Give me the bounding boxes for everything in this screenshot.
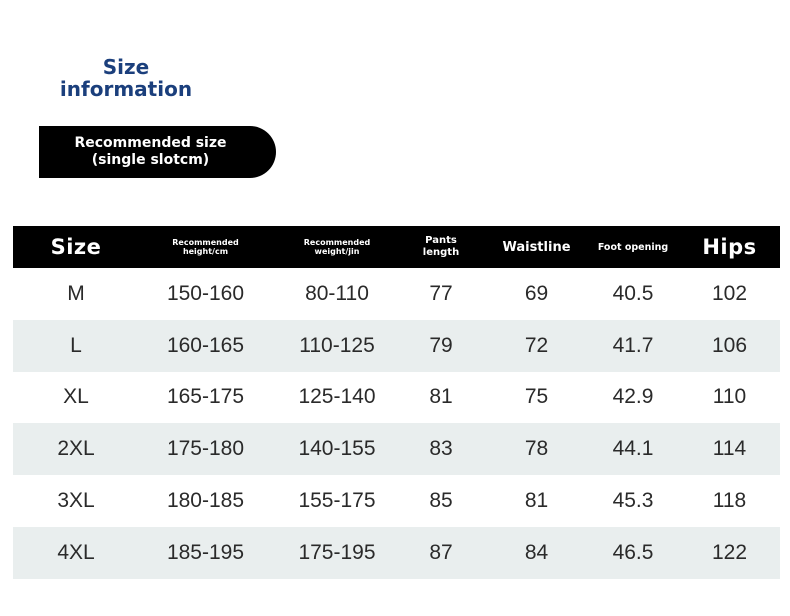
header-pants-line-2: length bbox=[422, 247, 460, 258]
cell-size: 3XL bbox=[57, 489, 95, 513]
page-title: Size information bbox=[50, 56, 202, 100]
recommended-size-banner: Recommended size (single slotcm) bbox=[39, 126, 276, 178]
cell-weight: 175-195 bbox=[298, 540, 376, 564]
header-height: Recommended height/cm bbox=[139, 238, 272, 256]
header-size-label: Size bbox=[50, 235, 102, 259]
cell-height: 160-165 bbox=[166, 333, 245, 357]
cell-waistline: 81 bbox=[524, 489, 549, 513]
cell-weight: 110-125 bbox=[299, 333, 375, 357]
cell-pants-length: 79 bbox=[429, 333, 453, 357]
header-pants-line-1: Pants bbox=[425, 235, 457, 246]
cell-height: 165-175 bbox=[166, 385, 245, 409]
cell-size: L bbox=[70, 333, 82, 357]
header-weight-line-2: weight/jin bbox=[314, 247, 360, 256]
cell-foot-opening: 40.5 bbox=[612, 281, 654, 305]
cell-foot-opening: 44.1 bbox=[612, 437, 654, 461]
table-row: L 160-165 110-125 79 72 41.7 106 bbox=[13, 319, 780, 372]
cell-weight: 80-110 bbox=[305, 281, 369, 305]
header-hips: Hips bbox=[673, 235, 786, 259]
table-row: XL 165-175 125-140 81 75 42.9 110 bbox=[13, 372, 780, 424]
table-row: M 150-160 80-110 77 69 40.5 102 bbox=[13, 268, 780, 320]
cell-size: 4XL bbox=[57, 540, 95, 564]
header-height-line-2: height/cm bbox=[182, 247, 229, 256]
cell-pants-length: 83 bbox=[429, 437, 453, 461]
cell-foot-opening: 41.7 bbox=[612, 333, 654, 357]
header-weight-line-1: Recommended bbox=[303, 238, 371, 247]
title-line-2: information bbox=[59, 77, 193, 101]
table-row: 3XL 180-185 155-175 85 81 45.3 118 bbox=[13, 475, 780, 527]
cell-waistline: 72 bbox=[524, 333, 549, 357]
header-hips-label: Hips bbox=[702, 235, 757, 259]
table-row: 2XL 175-180 140-155 83 78 44.1 114 bbox=[13, 423, 780, 476]
size-table: Size Recommended height/cm Recommended w… bbox=[13, 226, 780, 579]
table-row: 4XL 185-195 175-195 87 84 46.5 122 bbox=[13, 526, 780, 579]
cell-weight: 125-140 bbox=[298, 385, 376, 409]
cell-size: M bbox=[67, 281, 85, 305]
title-line-1: Size bbox=[102, 55, 150, 79]
cell-waistline: 84 bbox=[524, 540, 549, 564]
cell-foot-opening: 42.9 bbox=[612, 385, 654, 409]
cell-hips: 122 bbox=[711, 540, 748, 564]
header-waistline: Waistline bbox=[480, 240, 593, 255]
table-header-row: Size Recommended height/cm Recommended w… bbox=[13, 226, 780, 268]
cell-size: 2XL bbox=[57, 437, 95, 461]
banner-line-1: Recommended size bbox=[74, 135, 227, 151]
cell-weight: 140-155 bbox=[298, 437, 376, 461]
header-foot-opening: Foot opening bbox=[593, 242, 673, 253]
cell-hips: 102 bbox=[711, 281, 748, 305]
cell-height: 175-180 bbox=[166, 437, 245, 461]
banner-line-2: (single slotcm) bbox=[91, 152, 210, 168]
header-waistline-label: Waistline bbox=[502, 239, 571, 255]
cell-pants-length: 87 bbox=[429, 540, 453, 564]
cell-pants-length: 85 bbox=[429, 489, 453, 513]
header-size: Size bbox=[13, 235, 139, 259]
cell-height: 150-160 bbox=[166, 281, 245, 305]
cell-waistline: 69 bbox=[524, 281, 549, 305]
cell-height: 180-185 bbox=[166, 489, 245, 513]
cell-hips: 114 bbox=[712, 437, 747, 461]
cell-size: XL bbox=[63, 385, 89, 409]
cell-hips: 106 bbox=[711, 333, 748, 357]
cell-pants-length: 77 bbox=[429, 281, 453, 305]
header-foot-opening-label: Foot opening bbox=[597, 241, 669, 253]
cell-weight: 155-175 bbox=[298, 489, 376, 513]
cell-height: 185-195 bbox=[166, 540, 245, 564]
header-height-line-1: Recommended bbox=[172, 238, 239, 247]
cell-waistline: 75 bbox=[524, 385, 549, 409]
cell-hips: 118 bbox=[712, 489, 747, 513]
cell-foot-opening: 46.5 bbox=[612, 540, 654, 564]
header-pants-length: Pants length bbox=[402, 235, 480, 259]
cell-hips: 110 bbox=[712, 385, 747, 409]
header-weight: Recommended weight/jin bbox=[272, 238, 402, 256]
cell-foot-opening: 45.3 bbox=[612, 489, 654, 513]
cell-waistline: 78 bbox=[524, 437, 549, 461]
cell-pants-length: 81 bbox=[429, 385, 453, 409]
